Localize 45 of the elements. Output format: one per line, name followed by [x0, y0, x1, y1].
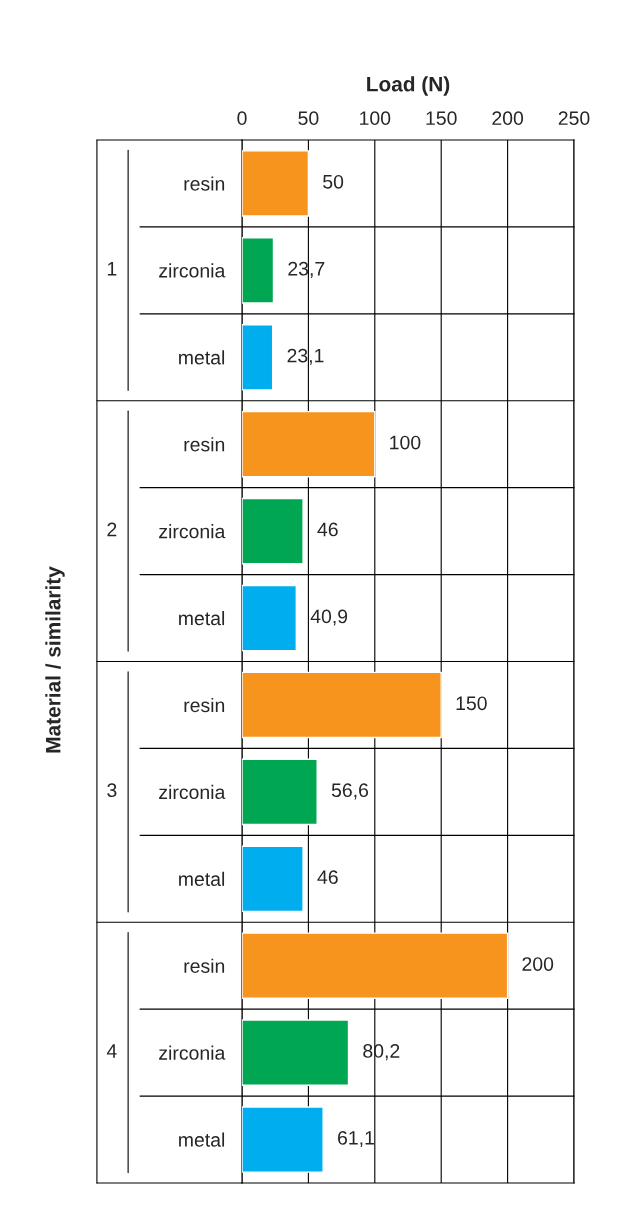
bar [242, 150, 310, 217]
x-tick-label: 200 [492, 111, 524, 126]
y-tick-label: zirconia [159, 784, 226, 800]
data-label: 100 [390, 435, 421, 450]
bar [242, 845, 304, 913]
y-tick-label: zirconia [159, 263, 226, 278]
data-label: 40,9 [310, 609, 348, 626]
text: 2 [107, 522, 117, 537]
text: 3 [107, 783, 117, 798]
data-label: 50 [323, 174, 344, 189]
bar [242, 410, 376, 478]
text: 1 [107, 262, 117, 276]
bar [242, 932, 509, 999]
x-tick-label: 50 [298, 111, 319, 126]
data-label: 46 [317, 870, 338, 885]
x-tick-label: 250 [558, 111, 590, 126]
data-label: 46 [317, 522, 338, 537]
data-label: 150 [456, 696, 487, 711]
y-tick-label: metal [179, 611, 225, 626]
text: 4 [106, 1044, 117, 1058]
x-tick-label: 100 [360, 111, 391, 126]
bar [242, 671, 442, 739]
bar [242, 1019, 350, 1086]
bar [242, 497, 304, 565]
bar [242, 324, 274, 391]
y-tick-label: metal [179, 871, 225, 887]
data-label: 56,6 [331, 783, 369, 800]
bar [242, 237, 275, 304]
bar [242, 584, 298, 652]
y-tick-label: resin [184, 697, 225, 713]
y-axis-title: Material / similarity [45, 566, 65, 753]
x-axis-title: Load (N) [367, 76, 450, 96]
y-tick-label: metal [179, 1132, 225, 1147]
y-tick-label: zirconia [159, 524, 226, 539]
y-tick-label: resin [184, 437, 225, 452]
bar [242, 1106, 324, 1173]
y-tick-label: resin [184, 958, 225, 973]
y-tick-label: resin [184, 176, 225, 191]
data-label: 200 [522, 957, 554, 971]
data-label: 61,1 [338, 1130, 374, 1148]
x-tick-label: 150 [426, 111, 457, 126]
y-tick-label: zirconia [159, 1045, 226, 1060]
bar [242, 758, 318, 826]
x-tick-label: 0 [237, 111, 247, 126]
y-tick-label: metal [179, 350, 225, 365]
